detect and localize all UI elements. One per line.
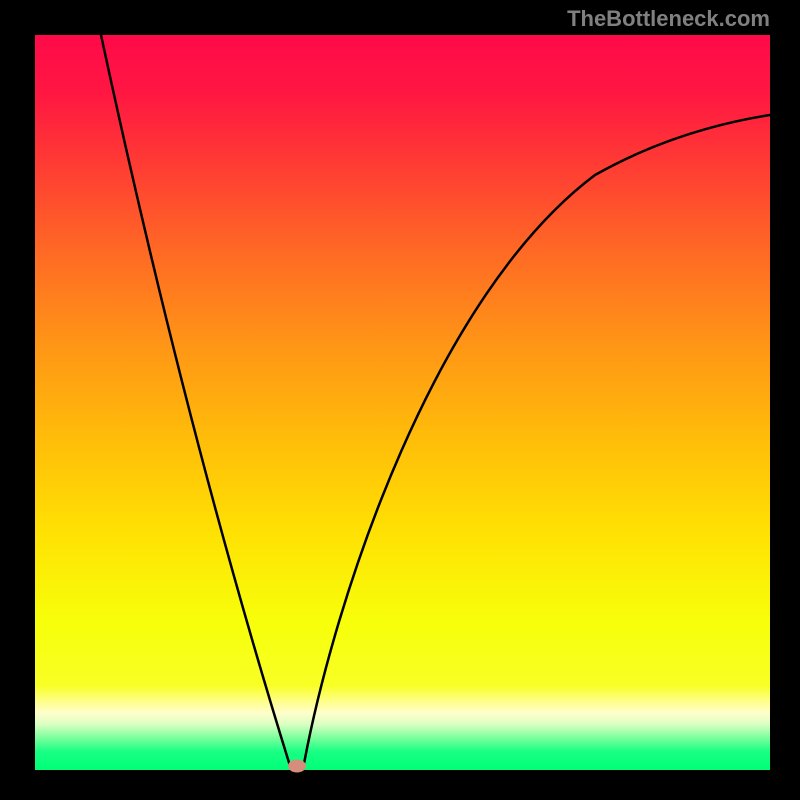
watermark-text: TheBottleneck.com bbox=[567, 6, 770, 32]
chart-container: { "canvas": { "width": 800, "height": 80… bbox=[0, 0, 800, 800]
optimal-point-marker bbox=[288, 760, 306, 773]
bottleneck-curve bbox=[101, 35, 770, 769]
curve-layer bbox=[35, 35, 770, 770]
plot-area bbox=[35, 35, 770, 770]
